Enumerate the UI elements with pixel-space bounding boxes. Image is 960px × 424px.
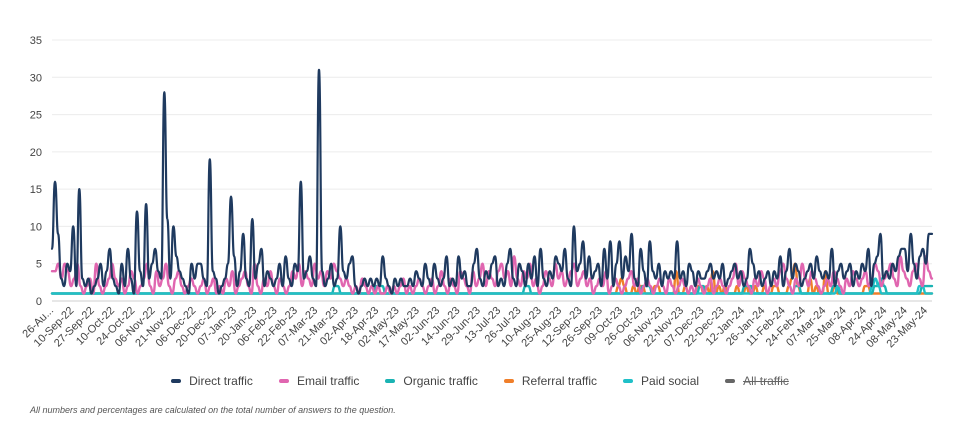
footnote: All numbers and percentages are calculat…	[30, 405, 396, 415]
legend-swatch-referral-traffic	[503, 379, 514, 383]
y-tick-label: 15	[30, 184, 42, 196]
legend-item-email-traffic[interactable]: Email traffic	[278, 374, 360, 388]
legend-swatch-all-traffic	[725, 379, 736, 383]
y-tick-label: 10	[30, 221, 42, 233]
legend-swatch-paid-social	[623, 379, 634, 383]
y-tick-label: 5	[36, 259, 42, 271]
y-tick-label: 25	[30, 110, 42, 122]
chart-legend: Direct traffic Email traffic Organic tra…	[0, 374, 960, 388]
legend-label-organic-traffic: Organic traffic	[403, 374, 478, 388]
legend-swatch-organic-traffic	[385, 379, 396, 383]
legend-label-direct-traffic: Direct traffic	[189, 374, 253, 388]
legend-swatch-direct-traffic	[171, 379, 182, 383]
y-tick-label: 20	[30, 147, 42, 159]
legend-item-organic-traffic[interactable]: Organic traffic	[385, 374, 478, 388]
legend-item-paid-social[interactable]: Paid social	[623, 374, 699, 388]
legend-swatch-email-traffic	[278, 379, 289, 383]
legend-label-paid-social: Paid social	[641, 374, 700, 388]
legend-item-referral-traffic[interactable]: Referral traffic	[503, 374, 598, 388]
traffic-line-chart: 0 5 10 15 20 25 30 35 26-Au... 10-Sep-22 27-Sep-22…	[20, 35, 934, 350]
chart-svg: 0510152025303526-Au...10-Sep-2227-Sep-22…	[20, 35, 934, 350]
legend-label-all-traffic: All traffic	[743, 374, 789, 388]
y-tick-label: 30	[30, 72, 42, 84]
legend-label-email-traffic: Email traffic	[296, 374, 360, 388]
legend-item-direct-traffic[interactable]: Direct traffic	[171, 374, 253, 388]
y-tick-label: 0	[36, 296, 42, 308]
legend-label-referral-traffic: Referral traffic	[521, 374, 598, 388]
legend-item-all-traffic[interactable]: All traffic	[725, 374, 789, 388]
y-tick-label: 35	[30, 35, 42, 47]
series-line-direct-traffic[interactable]	[50, 68, 934, 295]
